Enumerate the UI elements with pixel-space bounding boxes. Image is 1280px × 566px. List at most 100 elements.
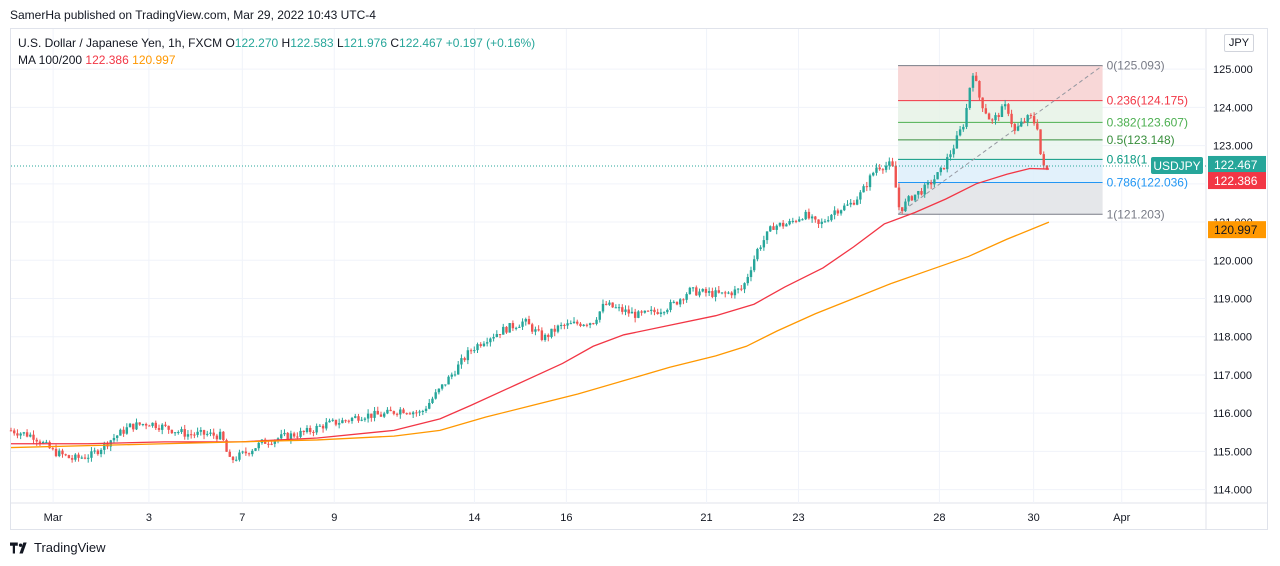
candle-body[interactable] xyxy=(254,448,257,451)
candle-body[interactable] xyxy=(884,165,888,170)
candle-body[interactable] xyxy=(958,129,962,136)
candle-body[interactable] xyxy=(875,167,878,173)
candle-body[interactable] xyxy=(788,221,791,225)
candle-body[interactable] xyxy=(798,219,801,222)
candle-body[interactable] xyxy=(9,430,13,432)
candle-body[interactable] xyxy=(592,323,595,325)
candle-body[interactable] xyxy=(58,450,61,457)
candle-body[interactable] xyxy=(939,167,943,173)
candle-body[interactable] xyxy=(595,319,598,324)
candle-body[interactable] xyxy=(360,419,363,421)
candle-body[interactable] xyxy=(469,350,473,352)
candle-body[interactable] xyxy=(479,344,482,346)
candle-body[interactable] xyxy=(830,214,833,221)
candle-body[interactable] xyxy=(16,433,19,436)
candle-body[interactable] xyxy=(347,420,351,422)
candle-body[interactable] xyxy=(1020,121,1023,127)
candle-body[interactable] xyxy=(804,211,807,220)
candle-body[interactable] xyxy=(823,221,827,223)
candle-body[interactable] xyxy=(466,350,470,361)
candle-body[interactable] xyxy=(457,364,460,375)
candle-body[interactable] xyxy=(704,289,708,293)
candle-body[interactable] xyxy=(514,327,518,329)
candle-body[interactable] xyxy=(987,113,991,120)
candle-body[interactable] xyxy=(936,172,939,180)
candle-body[interactable] xyxy=(154,422,157,429)
candle-body[interactable] xyxy=(781,222,785,227)
candle-body[interactable] xyxy=(762,240,766,248)
candle-body[interactable] xyxy=(151,422,154,426)
candle-body[interactable] xyxy=(215,435,219,440)
candle-body[interactable] xyxy=(45,441,48,443)
candle-body[interactable] xyxy=(177,432,180,434)
candle-body[interactable] xyxy=(810,216,814,219)
candle-body[interactable] xyxy=(119,429,122,436)
candle-body[interactable] xyxy=(752,259,756,271)
candle-body[interactable] xyxy=(627,309,630,314)
candle-body[interactable] xyxy=(720,292,724,294)
candle-body[interactable] xyxy=(399,409,402,415)
candle-body[interactable] xyxy=(460,358,463,365)
candle-body[interactable] xyxy=(868,175,872,188)
candle-body[interactable] xyxy=(640,311,643,313)
candle-body[interactable] xyxy=(173,432,177,434)
candle-body[interactable] xyxy=(421,410,425,412)
candle-body[interactable] xyxy=(978,81,981,98)
candle-body[interactable] xyxy=(679,299,682,305)
candle-body[interactable] xyxy=(489,338,492,343)
candle-body[interactable] xyxy=(566,323,569,326)
candle-body[interactable] xyxy=(218,431,222,440)
candle-body[interactable] xyxy=(48,441,51,449)
candle-body[interactable] xyxy=(170,429,174,434)
fib-trend-line[interactable] xyxy=(897,65,1103,215)
candle-body[interactable] xyxy=(485,342,489,344)
candle-body[interactable] xyxy=(527,319,531,325)
candle-body[interactable] xyxy=(559,324,563,326)
candle-body[interactable] xyxy=(688,287,692,295)
candle-body[interactable] xyxy=(926,182,930,185)
candle-body[interactable] xyxy=(682,299,685,301)
candle-body[interactable] xyxy=(138,422,141,425)
candle-body[interactable] xyxy=(99,449,103,455)
candle-body[interactable] xyxy=(691,287,695,289)
candle-body[interactable] xyxy=(608,302,611,305)
candle-body[interactable] xyxy=(878,167,881,170)
ma200-line[interactable] xyxy=(10,221,1050,449)
candle-body[interactable] xyxy=(54,448,58,457)
candle-body[interactable] xyxy=(759,247,762,249)
candle-body[interactable] xyxy=(505,326,508,333)
candle-body[interactable] xyxy=(1013,124,1016,131)
candle-body[interactable] xyxy=(569,323,573,325)
candle-body[interactable] xyxy=(13,430,16,434)
candle-body[interactable] xyxy=(193,434,196,436)
candle-body[interactable] xyxy=(405,413,408,415)
candle-body[interactable] xyxy=(498,334,502,336)
candle-body[interactable] xyxy=(315,425,318,433)
candle-body[interactable] xyxy=(849,202,852,205)
candle-body[interactable] xyxy=(418,411,421,413)
candle-body[interactable] xyxy=(630,311,634,314)
candle-body[interactable] xyxy=(817,219,820,224)
candle-body[interactable] xyxy=(289,433,293,440)
candle-body[interactable] xyxy=(180,429,183,433)
candle-body[interactable] xyxy=(913,194,917,201)
candle-body[interactable] xyxy=(202,430,206,435)
candle-body[interactable] xyxy=(933,179,936,185)
candle-body[interactable] xyxy=(865,186,869,188)
candle-body[interactable] xyxy=(235,459,238,461)
candle-body[interactable] xyxy=(247,453,251,455)
candle-body[interactable] xyxy=(736,288,740,290)
candle-body[interactable] xyxy=(196,431,199,435)
candle-body[interactable] xyxy=(321,425,325,429)
ma200-price-tag[interactable] xyxy=(1208,221,1266,239)
candle-body[interactable] xyxy=(386,409,389,414)
candle-body[interactable] xyxy=(962,126,965,130)
candle-body[interactable] xyxy=(1010,113,1013,125)
ma100-price-tag[interactable] xyxy=(1208,172,1266,190)
candle-body[interactable] xyxy=(714,290,717,297)
candle-body[interactable] xyxy=(637,311,640,318)
candle-body[interactable] xyxy=(833,210,836,215)
candle-body[interactable] xyxy=(949,154,952,158)
candle-body[interactable] xyxy=(733,289,737,296)
candle-body[interactable] xyxy=(51,448,55,450)
